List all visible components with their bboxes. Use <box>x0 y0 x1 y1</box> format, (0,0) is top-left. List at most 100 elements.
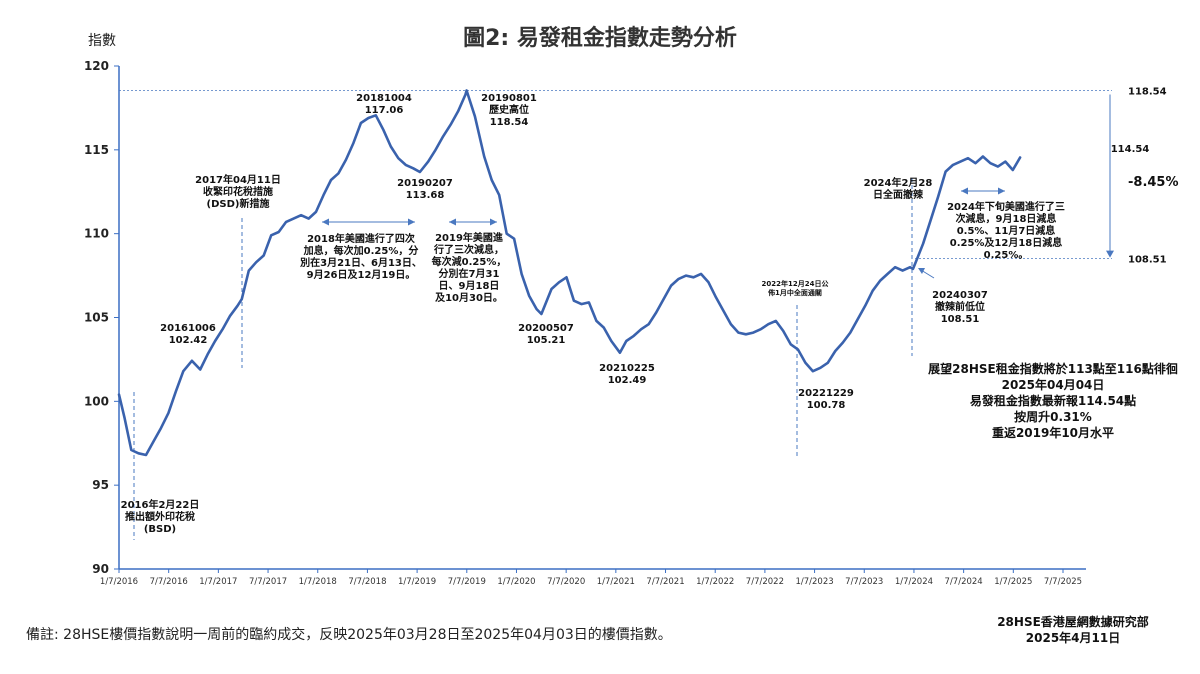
annotation-line: 20210225 <box>599 363 655 374</box>
outlook-line: 易發租金指數最新報114.54點 <box>969 394 1137 408</box>
annotation-line: 20240307 <box>932 290 988 301</box>
y-axis-title: 指數 <box>88 33 116 49</box>
x-tick-label: 7/7/2025 <box>1044 577 1082 587</box>
annotation-line: 2018年美國進行了四次 <box>307 234 415 245</box>
annotation-line: 別在3月21日、6月13日、 <box>300 258 422 269</box>
leader-arrow-head <box>918 268 925 274</box>
y-tick-label: 120 <box>84 59 109 73</box>
annotation-line: 次減息，9月18日減息 <box>955 214 1057 225</box>
chart-annotation: 2016年2月22日 推出額外印花稅 (BSD) <box>121 500 200 536</box>
annotation-line: 推出額外印花稅 <box>125 512 195 523</box>
chart-annotation: 114.54 <box>1111 144 1150 156</box>
chart-annotation: 20200507 105.21 <box>518 323 574 347</box>
annotation-line: 20190801 <box>481 93 537 104</box>
period-arrow-head <box>961 187 968 195</box>
x-tick-label: 7/7/2024 <box>945 577 983 587</box>
annotation-line: 100.78 <box>806 400 846 411</box>
high-reference-label: 118.54 <box>1128 86 1167 97</box>
chart-annotation: 20210225 102.49 <box>599 363 655 387</box>
annotation-line: 每次減0.25%， <box>431 257 507 268</box>
chart-annotation: 20240307 撤辣前低位 108.51 <box>932 290 988 326</box>
outlook-line: 展望28HSE租金指數將於113點至116點徘徊 <box>928 362 1178 376</box>
annotation-line: 2019年美國進 <box>435 233 503 244</box>
annotation-line: 0.25%。 <box>983 250 1029 261</box>
x-tick-label: 1/7/2018 <box>299 577 337 587</box>
source-line: 28HSE香港屋網數據研究部 <box>997 615 1149 629</box>
annotation-line: 日、9月18日 <box>438 281 500 292</box>
annotation-line: 20190207 <box>397 178 453 189</box>
outlook-line: 2025年04月04日 <box>1001 378 1105 392</box>
annotation-line: (DSD)新措施 <box>206 199 270 210</box>
source-credit: 28HSE香港屋網數據研究部 2025年4月11日 <box>978 614 1168 646</box>
annotation-line: 117.06 <box>364 105 404 116</box>
series-line <box>117 89 1022 457</box>
y-tick-label: 100 <box>84 394 109 408</box>
annotation-line: 2016年2月22日 <box>120 500 200 511</box>
annotation-line: 105.21 <box>526 335 566 346</box>
chart-annotation: 2018年美國進行了四次 加息，每次加0.25%，分 別在3月21日、6月13日、 9… <box>300 234 422 282</box>
annotation-line: 2024年下旬美國進行了三 <box>947 202 1065 213</box>
period-arrow-head <box>449 218 456 226</box>
x-tick-label: 1/7/2016 <box>100 577 138 587</box>
x-tick-label: 7/7/2016 <box>150 577 188 587</box>
y-tick-label: 95 <box>92 478 109 492</box>
chart-annotation: 20190207 113.68 <box>397 178 453 202</box>
x-tick-label: 7/7/2021 <box>646 577 684 587</box>
source-date: 2025年4月11日 <box>1025 631 1121 645</box>
annotation-line: 收緊印花稅措施 <box>202 187 273 198</box>
annotation-line: 113.68 <box>405 190 445 201</box>
chart-title: 圖2: 易發租金指數走勢分析 <box>463 26 737 51</box>
x-tick-label: 7/7/2022 <box>746 577 784 587</box>
chart-annotation: 20190801 歷史高位 118.54 <box>481 93 537 129</box>
chart-annotation: 20181004 117.06 <box>356 93 412 117</box>
chart-annotation: 2024年下旬美國進行了三 次減息，9月18日減息 0.5%、11月7日減息 0.25… <box>947 202 1065 262</box>
x-tick-label: 1/7/2022 <box>696 577 734 587</box>
annotation-line: 20181004 <box>356 93 412 104</box>
y-tick-label: 90 <box>92 562 109 576</box>
footnote: 備註: 28HSE樓價指數說明一周前的臨約成交，反映2025年03月28日至20… <box>26 627 672 643</box>
annotation-line: 及10月30日。 <box>435 293 503 304</box>
y-tick-label: 115 <box>84 143 109 157</box>
x-tick-label: 7/7/2017 <box>249 577 287 587</box>
annotation-line: 分別在7月31 <box>438 269 500 280</box>
x-tick-label: 1/7/2017 <box>199 577 237 587</box>
annotation-line: 108.51 <box>940 314 980 325</box>
x-tick-label: 7/7/2018 <box>348 577 386 587</box>
x-tick-label: 7/7/2023 <box>845 577 883 587</box>
chart-annotation: 2024年2月28 日全面撤辣 <box>864 178 933 202</box>
annotation-line: 118.54 <box>489 117 529 128</box>
annotation-line: 2024年2月28 <box>863 178 933 189</box>
x-tick-label: 1/7/2020 <box>497 577 535 587</box>
x-tick-label: 1/7/2024 <box>895 577 933 587</box>
annotation-line: 20200507 <box>518 323 574 334</box>
x-tick-label: 7/7/2019 <box>448 577 486 587</box>
chart-annotation: 20221229 100.78 <box>798 388 854 412</box>
annotation-line: 9月26日及12月19日。 <box>306 270 416 281</box>
annotation-line: 20161006 <box>160 323 216 334</box>
x-tick-label: 1/7/2025 <box>994 577 1032 587</box>
annotation-line: 20221229 <box>798 388 854 399</box>
annotation-line: 2017年04月11日 <box>195 175 281 186</box>
y-tick-label: 110 <box>84 227 109 241</box>
annotation-line: 撤辣前低位 <box>934 302 985 313</box>
annotation-line: 加息，每次加0.25%，分 <box>303 246 419 257</box>
annotation-line: 2022年12月24日公 <box>761 280 829 288</box>
chart-annotation: 2022年12月24日公 佈1月中全面通關 <box>762 280 829 298</box>
annotation-line: 0.25%及12月18日減息 <box>949 238 1063 249</box>
annotation-line: (BSD) <box>143 524 177 535</box>
annotation-line: 佈1月中全面通關 <box>768 289 822 297</box>
change-label: -8.45% <box>1128 175 1179 190</box>
annotation-line: 歷史高位 <box>488 105 529 116</box>
x-tick-label: 1/7/2023 <box>795 577 833 587</box>
chart-annotation: 2019年美國進 行了三次減息， 每次減0.25%， 分別在7月31 日、9月18日 及1… <box>432 233 507 305</box>
y-tick-label: 105 <box>84 311 109 325</box>
change-arrow-head <box>1106 250 1114 258</box>
annotation-line: 102.42 <box>168 335 208 346</box>
chart-annotation: 20161006 102.42 <box>160 323 216 347</box>
period-arrow-head <box>322 218 329 226</box>
x-tick-label: 1/7/2021 <box>597 577 635 587</box>
x-tick-label: 1/7/2019 <box>398 577 436 587</box>
low-reference-label: 108.51 <box>1128 255 1167 266</box>
outlook-line: 按周升0.31% <box>1014 410 1092 424</box>
